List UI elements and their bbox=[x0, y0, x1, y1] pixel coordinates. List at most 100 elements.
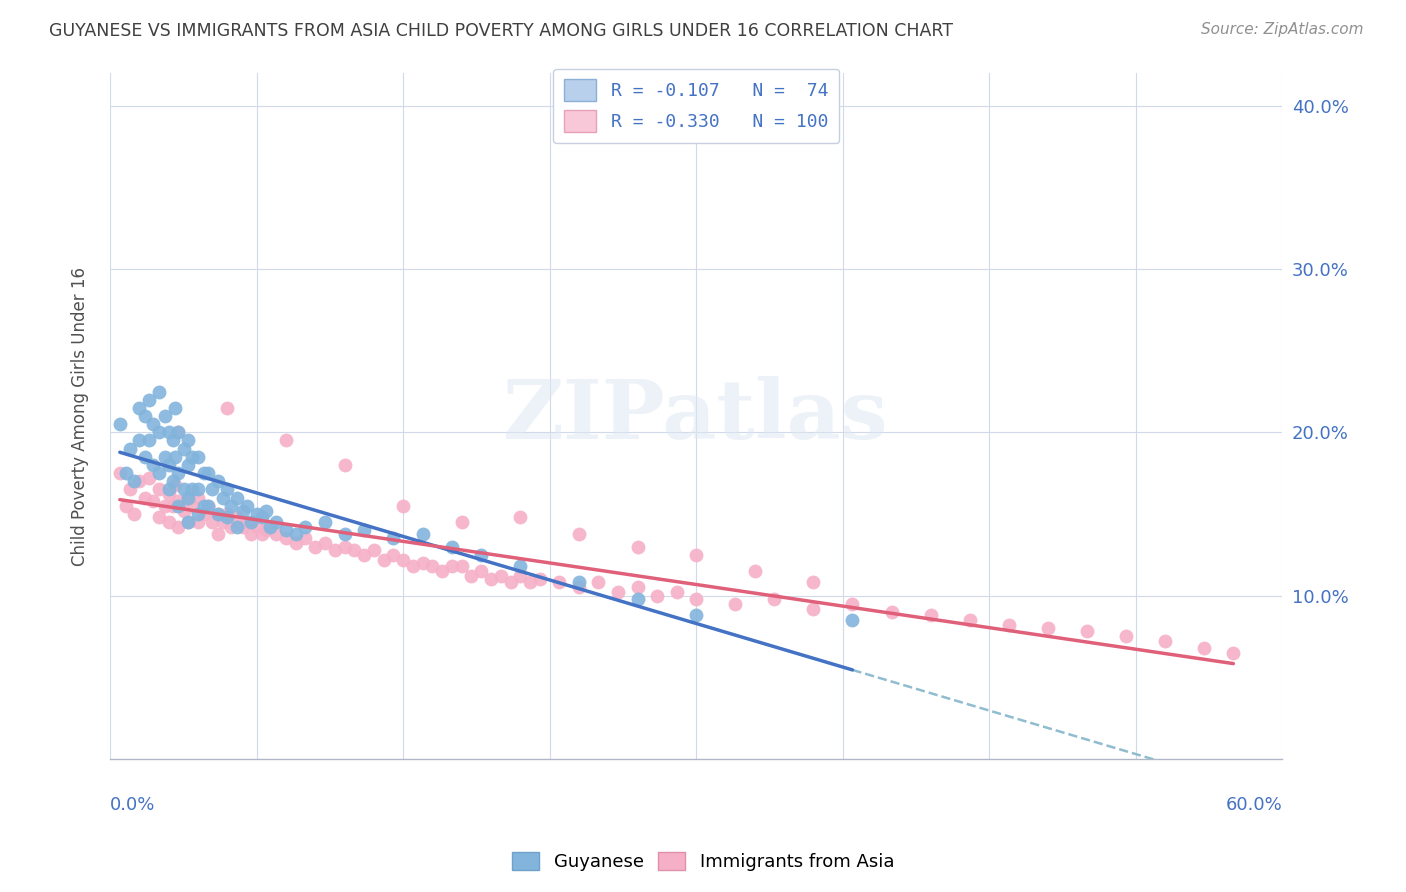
Point bbox=[187, 483, 209, 497]
Point bbox=[197, 499, 219, 513]
Point bbox=[148, 466, 170, 480]
Point bbox=[920, 608, 942, 623]
Point bbox=[1036, 621, 1059, 635]
Point bbox=[207, 526, 229, 541]
Point bbox=[197, 499, 219, 513]
Point bbox=[333, 526, 356, 541]
Point bbox=[509, 510, 531, 524]
Point bbox=[645, 589, 668, 603]
Point bbox=[450, 559, 472, 574]
Point bbox=[142, 417, 165, 432]
Point bbox=[177, 491, 200, 505]
Point bbox=[207, 475, 229, 489]
Point bbox=[499, 575, 522, 590]
Point bbox=[314, 536, 336, 550]
Point bbox=[801, 601, 824, 615]
Point bbox=[193, 499, 215, 513]
Point bbox=[529, 572, 551, 586]
Point bbox=[173, 442, 195, 456]
Point bbox=[181, 499, 204, 513]
Point bbox=[568, 526, 591, 541]
Point bbox=[138, 471, 160, 485]
Point bbox=[163, 477, 186, 491]
Point bbox=[128, 434, 150, 448]
Point bbox=[114, 499, 136, 513]
Point bbox=[685, 548, 707, 562]
Point bbox=[333, 540, 356, 554]
Text: ZIPatlas: ZIPatlas bbox=[503, 376, 889, 456]
Point bbox=[801, 575, 824, 590]
Point bbox=[118, 483, 141, 497]
Point bbox=[460, 569, 482, 583]
Point bbox=[440, 559, 463, 574]
Point bbox=[157, 483, 180, 497]
Point bbox=[187, 491, 209, 505]
Point bbox=[108, 417, 131, 432]
Point bbox=[219, 520, 242, 534]
Point bbox=[167, 425, 190, 440]
Point bbox=[148, 425, 170, 440]
Point bbox=[193, 507, 215, 521]
Point bbox=[392, 552, 415, 566]
Point bbox=[187, 507, 209, 521]
Point bbox=[294, 532, 316, 546]
Point bbox=[626, 540, 648, 554]
Point bbox=[226, 510, 249, 524]
Point bbox=[187, 515, 209, 529]
Point bbox=[568, 575, 591, 590]
Point bbox=[284, 526, 307, 541]
Legend: R = -0.107   N =  74, R = -0.330   N = 100: R = -0.107 N = 74, R = -0.330 N = 100 bbox=[553, 69, 839, 144]
Point bbox=[167, 466, 190, 480]
Point bbox=[744, 564, 766, 578]
Point bbox=[148, 384, 170, 399]
Point bbox=[430, 564, 453, 578]
Point bbox=[479, 572, 502, 586]
Point bbox=[568, 581, 591, 595]
Y-axis label: Child Poverty Among Girls Under 16: Child Poverty Among Girls Under 16 bbox=[72, 267, 89, 566]
Point bbox=[382, 548, 405, 562]
Point bbox=[274, 532, 297, 546]
Point bbox=[259, 520, 281, 534]
Point bbox=[252, 510, 274, 524]
Point bbox=[177, 515, 200, 529]
Point bbox=[177, 491, 200, 505]
Point bbox=[841, 597, 863, 611]
Point bbox=[177, 434, 200, 448]
Point bbox=[162, 499, 184, 513]
Point bbox=[226, 491, 249, 505]
Point bbox=[153, 409, 176, 423]
Point bbox=[264, 526, 287, 541]
Point bbox=[193, 466, 215, 480]
Point bbox=[412, 526, 434, 541]
Point bbox=[333, 458, 356, 472]
Point bbox=[236, 515, 259, 529]
Point bbox=[167, 494, 190, 508]
Point bbox=[163, 401, 186, 415]
Point bbox=[122, 475, 145, 489]
Point bbox=[519, 575, 541, 590]
Point bbox=[173, 483, 195, 497]
Point bbox=[264, 515, 287, 529]
Point bbox=[207, 507, 229, 521]
Point bbox=[314, 515, 336, 529]
Point bbox=[173, 504, 195, 518]
Point bbox=[207, 507, 229, 521]
Point bbox=[392, 499, 415, 513]
Point bbox=[274, 434, 297, 448]
Point bbox=[254, 504, 277, 518]
Point bbox=[1115, 629, 1137, 643]
Point bbox=[626, 591, 648, 606]
Point bbox=[201, 515, 224, 529]
Point bbox=[626, 581, 648, 595]
Point bbox=[232, 520, 254, 534]
Point bbox=[197, 466, 219, 480]
Point bbox=[177, 458, 200, 472]
Point bbox=[252, 526, 274, 541]
Point bbox=[997, 618, 1019, 632]
Point bbox=[489, 569, 512, 583]
Point bbox=[212, 491, 235, 505]
Point bbox=[685, 608, 707, 623]
Point bbox=[607, 585, 630, 599]
Point bbox=[236, 499, 259, 513]
Point bbox=[232, 504, 254, 518]
